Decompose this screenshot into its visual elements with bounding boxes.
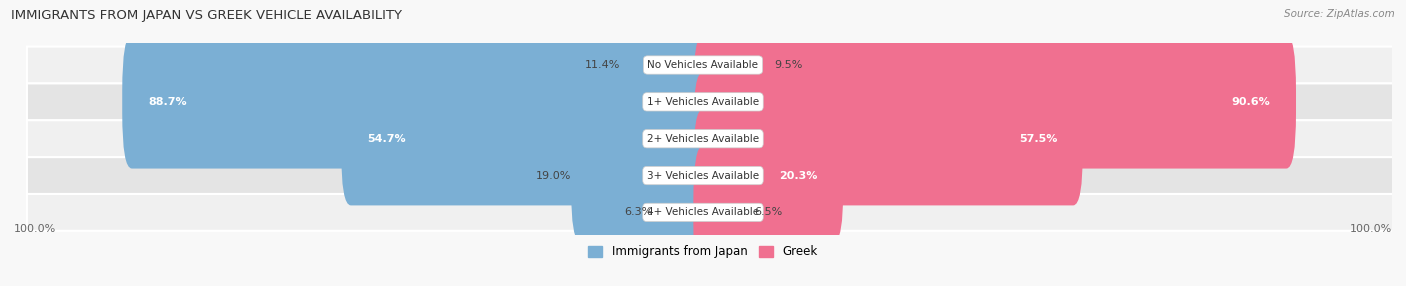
FancyBboxPatch shape xyxy=(693,35,1296,168)
FancyBboxPatch shape xyxy=(27,157,1406,194)
Text: 100.0%: 100.0% xyxy=(14,224,56,234)
Text: Source: ZipAtlas.com: Source: ZipAtlas.com xyxy=(1284,9,1395,19)
FancyBboxPatch shape xyxy=(27,84,1406,120)
Text: 6.3%: 6.3% xyxy=(624,207,652,217)
FancyBboxPatch shape xyxy=(693,0,773,132)
Text: 4+ Vehicles Available: 4+ Vehicles Available xyxy=(647,207,759,217)
FancyBboxPatch shape xyxy=(122,35,713,168)
FancyBboxPatch shape xyxy=(652,146,713,279)
FancyBboxPatch shape xyxy=(27,47,1406,84)
FancyBboxPatch shape xyxy=(27,120,1406,157)
Text: 19.0%: 19.0% xyxy=(536,170,571,180)
FancyBboxPatch shape xyxy=(27,194,1406,231)
Text: 6.5%: 6.5% xyxy=(755,207,783,217)
Text: 9.5%: 9.5% xyxy=(773,60,803,70)
FancyBboxPatch shape xyxy=(693,146,755,279)
Text: 100.0%: 100.0% xyxy=(1350,224,1392,234)
FancyBboxPatch shape xyxy=(693,109,844,242)
Text: 57.5%: 57.5% xyxy=(1019,134,1057,144)
Text: 11.4%: 11.4% xyxy=(585,60,620,70)
Text: IMMIGRANTS FROM JAPAN VS GREEK VEHICLE AVAILABILITY: IMMIGRANTS FROM JAPAN VS GREEK VEHICLE A… xyxy=(11,9,402,21)
FancyBboxPatch shape xyxy=(571,109,713,242)
Text: 88.7%: 88.7% xyxy=(148,97,187,107)
Text: 2+ Vehicles Available: 2+ Vehicles Available xyxy=(647,134,759,144)
Text: No Vehicles Available: No Vehicles Available xyxy=(648,60,758,70)
Text: 20.3%: 20.3% xyxy=(779,170,818,180)
FancyBboxPatch shape xyxy=(693,72,1083,205)
Text: 3+ Vehicles Available: 3+ Vehicles Available xyxy=(647,170,759,180)
FancyBboxPatch shape xyxy=(342,72,713,205)
Legend: Immigrants from Japan, Greek: Immigrants from Japan, Greek xyxy=(583,241,823,263)
FancyBboxPatch shape xyxy=(620,0,713,132)
Text: 54.7%: 54.7% xyxy=(367,134,405,144)
Text: 1+ Vehicles Available: 1+ Vehicles Available xyxy=(647,97,759,107)
Text: 90.6%: 90.6% xyxy=(1232,97,1270,107)
